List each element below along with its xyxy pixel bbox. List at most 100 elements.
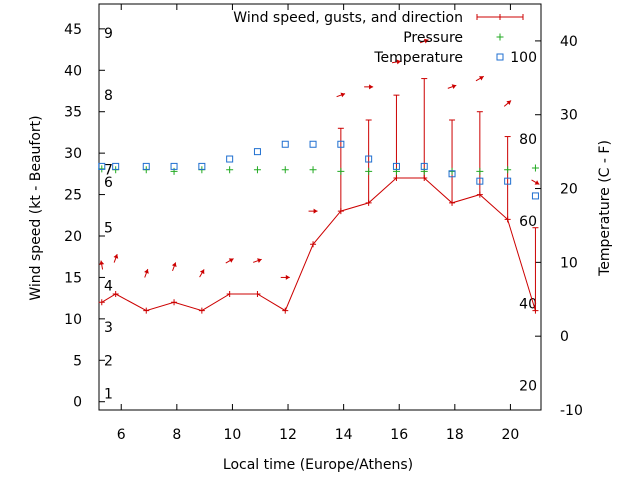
beaufort-label: 4 [104,279,113,295]
y-right-tick-label: 10 [560,255,578,271]
temperature-point [337,140,345,148]
wind-arrow-head [313,208,318,214]
pressure-point [448,167,456,175]
y-left-tick-label: 10 [64,312,82,328]
wind-arrow-head [99,260,105,265]
wind-direction-arrow [113,253,119,263]
y-right-tick-label: 0 [560,329,569,345]
temperature-point [253,148,261,156]
wind-arrow-head [199,269,205,275]
wind-arrow-head [113,254,119,259]
beaufort-label: 2 [104,353,113,369]
y-left-tick-label: 35 [64,105,82,121]
wind-direction-arrow [336,92,346,98]
y-left-tick-label: 20 [64,229,82,245]
wind-direction-arrow [171,262,177,272]
y-right-tick-label: 40 [560,34,578,50]
legend-swatch-marker [496,53,504,61]
fahrenheit-label: 20 [519,379,537,395]
temperature-point [98,162,106,170]
series-layer [98,38,540,314]
wind-speed-point [365,199,372,206]
wind-direction-arrow [280,274,290,280]
temperature-point [365,155,373,163]
pressure-point [337,167,345,175]
pressure-point [504,166,512,174]
y-left-tick-label: 0 [73,395,82,411]
beaufort-label: 5 [104,221,113,237]
ticks-layer: 6 8 10 12 14 16 18 20051015202530354045-1001020… [64,4,583,443]
x-tick-label: 12 [279,427,297,443]
wind-arrow-head [228,258,234,263]
wind-direction-arrow [475,75,484,82]
pressure-point [281,166,289,174]
wind-direction-arrow [419,38,429,44]
wind-speed-point [198,307,205,314]
legend-label: Temperature [373,50,463,66]
wind-arrow-head [534,180,540,185]
temperature-point [531,192,539,200]
y-right-tick-label: 30 [560,108,578,124]
x-tick-label: 10 [224,427,242,443]
temperature-point [112,162,120,170]
x-tick-label: 20 [502,427,520,443]
wind-arrow-head [451,84,457,89]
wind-speed-point [504,216,511,223]
wind-speed-point [226,291,233,297]
wind-arrow-head [285,274,290,280]
temperature-point [420,162,428,170]
temperature-point [504,177,512,185]
fahrenheit-label: 80 [519,132,537,148]
plot-frame [98,3,542,411]
legend-label: Wind speed, gusts, and direction [233,10,463,26]
temperature-point [476,177,484,185]
wind-arrow-head [171,262,177,267]
temperature-point [309,140,317,148]
wind-speed-point [282,307,289,314]
temperature-point [281,140,289,148]
temperature-point [226,155,234,163]
wind-direction-arrow [391,59,401,65]
wind-direction-arrow [99,260,105,270]
pressure-point [98,165,106,173]
wind-speed-point [254,291,261,297]
legend: Wind speed, gusts, and direction Pressure… [233,10,524,66]
x-tick-label: 18 [446,427,464,443]
pressure-point [253,166,261,174]
fahrenheit-label: 60 [519,214,537,230]
wind-direction-arrow [531,179,540,185]
temperature-point [198,162,206,170]
wind-speed-point [143,307,150,314]
beaufort-label: 3 [104,320,113,336]
wind-direction-arrow [225,258,234,264]
x-tick-label: 16 [390,427,408,443]
x-axis-label: Local time (Europe/Athens) [223,457,413,473]
wind-arrow-head [340,92,346,98]
wind-speed-point [421,175,428,181]
wind-speed-point [171,299,178,306]
beaufort-label: 1 [104,386,113,402]
wind-speed-point [532,307,539,314]
y-right-tick-label: 20 [560,182,578,198]
x-tick-label: 8 [172,427,181,443]
wind-direction-arrow [503,100,512,107]
y-left-tick-label: 45 [64,22,82,38]
wind-direction-arrow [253,258,262,263]
y-left-tick-label: 5 [73,353,82,369]
legend-swatch-marker [497,14,503,20]
wind-direction-arrow [144,268,149,278]
beaufort-label: 8 [104,88,113,104]
y-axis-right-label: Temperature (C - F) [597,140,613,277]
wind-arrow-head [369,84,374,90]
wind-arrow-head [396,59,401,65]
wind-arrow-head [506,100,512,105]
beaufort-label: 7 [104,163,113,179]
wind-speed-point [310,241,317,248]
wind-speed-point [112,291,119,297]
y-left-tick-label: 25 [64,188,82,204]
wind-direction-arrow [308,208,318,214]
wind-speed-point [449,199,456,206]
y-left-tick-label: 30 [64,146,82,162]
